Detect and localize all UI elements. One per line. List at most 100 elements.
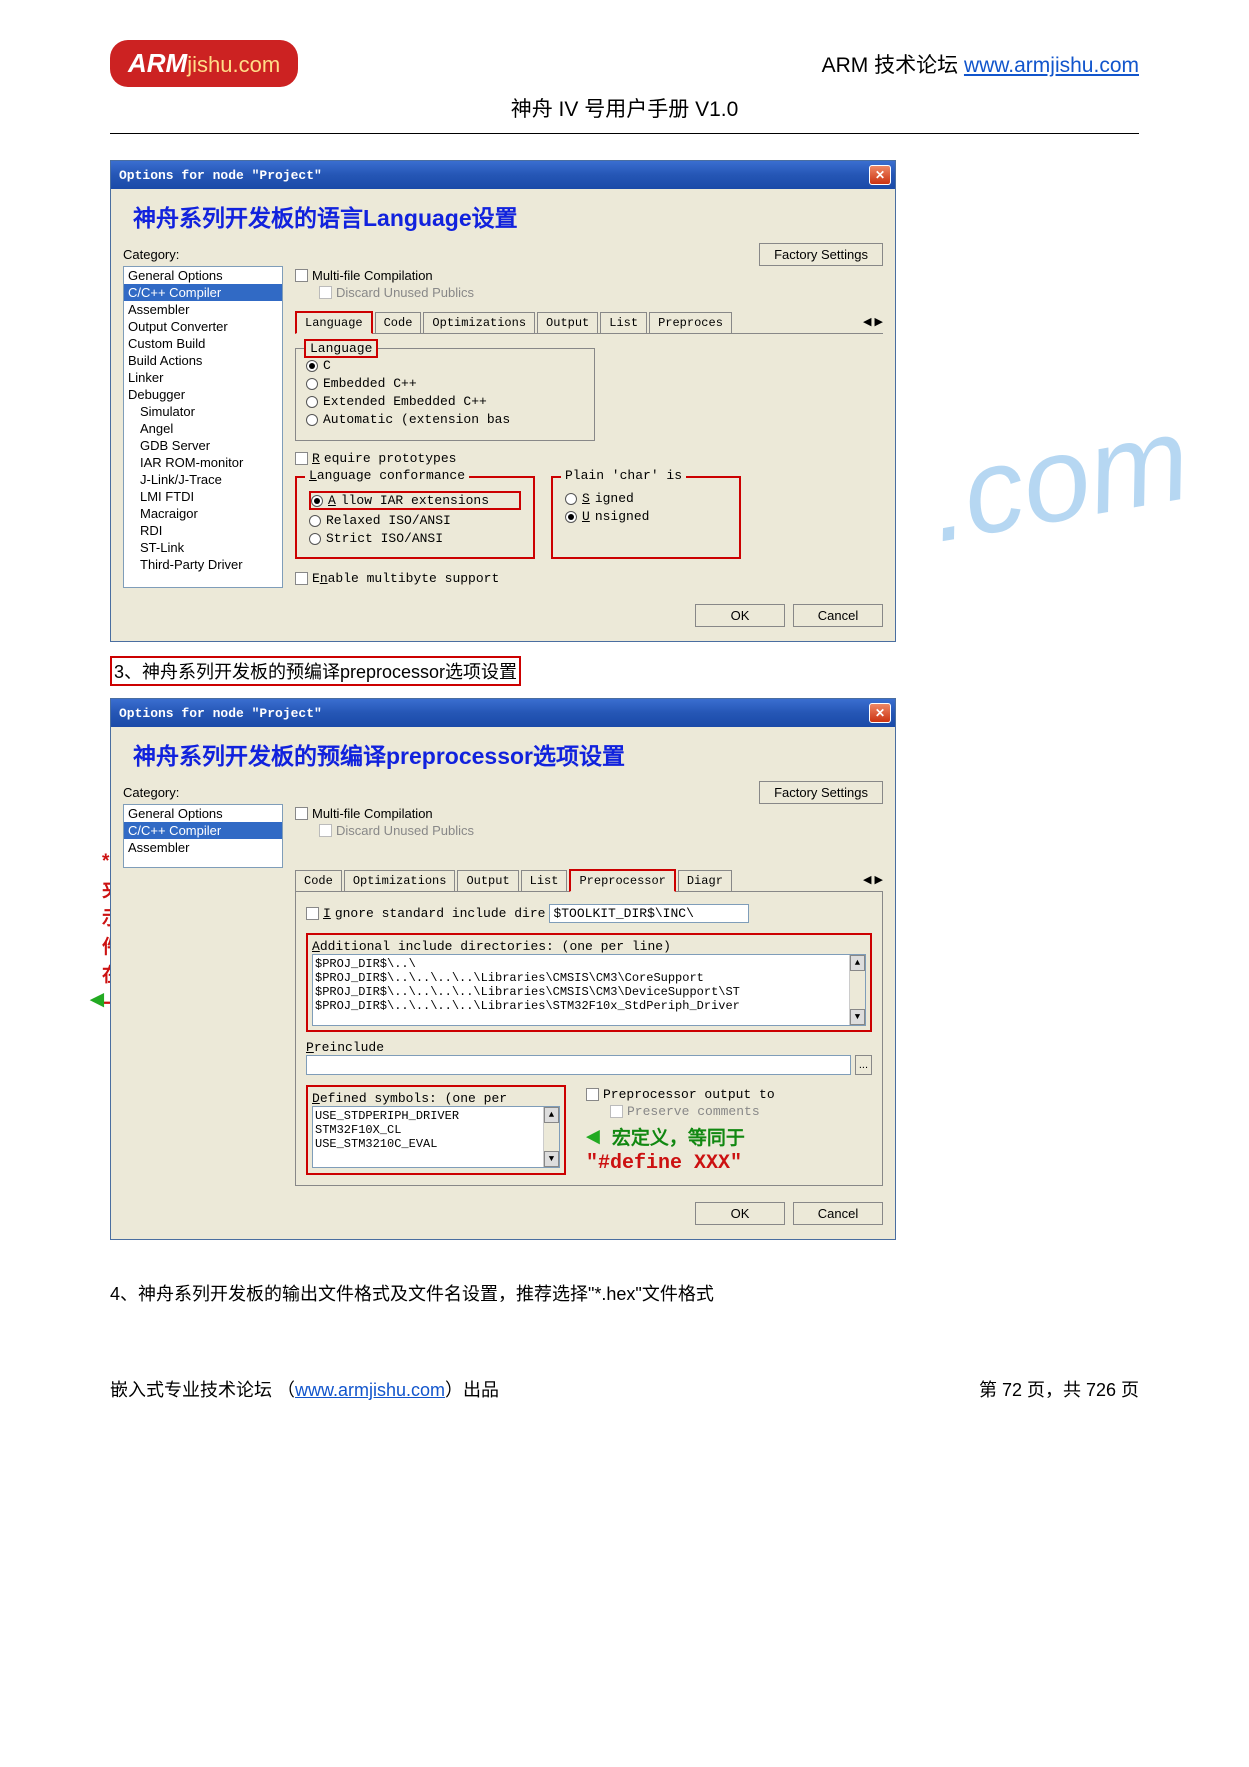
close-icon[interactable]: ✕ — [869, 703, 891, 723]
category-item[interactable]: Linker — [124, 369, 282, 386]
defined-symbols-textarea[interactable]: USE_STDPERIPH_DRIVERSTM32F10X_CLUSE_STM3… — [312, 1106, 560, 1168]
watermark: .com — [919, 388, 1199, 569]
green-arrow-icon: ◄ — [85, 986, 109, 1014]
defined-symbols-label: Defined symbols: (one per — [312, 1091, 560, 1106]
language-legend: Language — [304, 339, 378, 358]
radio-embedded-cpp[interactable]: Embedded C++ — [306, 376, 584, 391]
close-icon[interactable]: ✕ — [869, 165, 891, 185]
radio-unsigned[interactable]: Unsigned — [565, 509, 727, 524]
radio-strict[interactable]: Strict ISO/ANSI — [309, 531, 521, 546]
define-annotation: "#define XXX" — [586, 1152, 872, 1175]
radio-ext-embedded-cpp[interactable]: Extended Embedded C++ — [306, 394, 584, 409]
category-item[interactable]: Angel — [124, 420, 282, 437]
options-window-1: Options for node "Project" ✕ 神舟系列开发板的语言L… — [110, 160, 896, 642]
titlebar-1: Options for node "Project" ✕ — [111, 161, 895, 189]
factory-settings-button[interactable]: Factory Settings — [759, 781, 883, 804]
scroll-up-icon[interactable]: ▲ — [850, 955, 865, 971]
tab-scroll-icons[interactable]: ◀ ▶ — [863, 315, 883, 328]
footer-link[interactable]: www.armjishu.com — [295, 1380, 445, 1400]
plain-char-legend: Plain 'char' is — [561, 468, 686, 483]
multibyte-checkbox[interactable]: Enable multibyte support — [295, 571, 883, 586]
category-item[interactable]: C/C++ Compiler — [124, 284, 282, 301]
category-item[interactable]: Custom Build — [124, 335, 282, 352]
addl-dirs-textarea[interactable]: $PROJ_DIR$\..\$PROJ_DIR$\..\..\..\..\Lib… — [312, 954, 866, 1026]
category-label-2: Category: — [123, 785, 179, 800]
scroll-down-icon[interactable]: ▼ — [544, 1151, 559, 1167]
category-item[interactable]: C/C++ Compiler — [124, 822, 282, 839]
tab-list-2[interactable]: List — [521, 870, 568, 891]
tab-output-2[interactable]: Output — [457, 870, 518, 891]
tab-list[interactable]: List — [600, 312, 647, 333]
category-item[interactable]: Build Actions — [124, 352, 282, 369]
pp-output-checkbox[interactable]: Preprocessor output to — [586, 1087, 872, 1102]
category-list-2[interactable]: General OptionsC/C++ CompilerAssembler — [123, 804, 283, 868]
factory-settings-button[interactable]: Factory Settings — [759, 243, 883, 266]
category-item[interactable]: RDI — [124, 522, 282, 539]
ok-button[interactable]: OK — [695, 1202, 785, 1225]
tab-row-1: Language Code Optimizations Output List … — [295, 310, 883, 334]
section-4-label: 4、神舟系列开发板的输出文件格式及文件名设置，推荐选择"*.hex"文件格式 — [110, 1280, 1139, 1306]
multifile-checkbox-2[interactable]: Multi-file Compilation — [295, 806, 883, 821]
tab-diagr[interactable]: Diagr — [678, 870, 732, 891]
multifile-checkbox[interactable]: Multi-file Compilation — [295, 268, 883, 283]
radio-automatic[interactable]: Automatic (extension bas — [306, 412, 584, 427]
tab-scroll-icons[interactable]: ◀ ▶ — [863, 873, 883, 886]
radio-allow-iar[interactable]: Allow IAR extensions — [309, 491, 521, 510]
ok-button[interactable]: OK — [695, 604, 785, 627]
tab-optimizations[interactable]: Optimizations — [423, 312, 535, 333]
category-item[interactable]: Macraigor — [124, 505, 282, 522]
conformance-legend: Language conformance — [305, 468, 469, 483]
preinclude-browse-button[interactable]: ... — [855, 1055, 872, 1075]
options-window-2: Options for node "Project" ✕ 神舟系列开发板的预编译… — [110, 698, 896, 1240]
radio-relaxed[interactable]: Relaxed ISO/ANSI — [309, 513, 521, 528]
radio-c[interactable]: C — [306, 358, 584, 373]
forum-link[interactable]: www.armjishu.com — [964, 54, 1139, 77]
scrollbar[interactable]: ▲ ▼ — [543, 1107, 559, 1167]
titlebar-2: Options for node "Project" ✕ — [111, 699, 895, 727]
category-item[interactable]: Third-Party Driver — [124, 556, 282, 573]
discard-checkbox-2: Discard Unused Publics — [319, 823, 883, 838]
category-item[interactable]: IAR ROM-monitor — [124, 454, 282, 471]
forum-link-text: ARM 技术论坛 www.armjishu.com — [822, 49, 1139, 79]
tab-optimizations-2[interactable]: Optimizations — [344, 870, 456, 891]
tab-row-2: Code Optimizations Output List Preproces… — [295, 868, 883, 892]
category-item[interactable]: Assembler — [124, 839, 282, 856]
category-item[interactable]: GDB Server — [124, 437, 282, 454]
cancel-button[interactable]: Cancel — [793, 604, 883, 627]
category-item[interactable]: ST-Link — [124, 539, 282, 556]
logo: ARMjishu.com — [110, 40, 298, 87]
preinclude-input[interactable] — [306, 1055, 851, 1075]
category-item[interactable]: General Options — [124, 805, 282, 822]
radio-signed[interactable]: Signed — [565, 491, 727, 506]
tab-preprocess[interactable]: Preproces — [649, 312, 732, 333]
category-item[interactable]: General Options — [124, 267, 282, 284]
ignore-std-checkbox[interactable]: Ignore standard include dire $TOOLKIT_DI… — [306, 904, 872, 923]
page-number: 第 72 页，共 726 页 — [979, 1376, 1139, 1402]
category-item[interactable]: J-Link/J-Trace — [124, 471, 282, 488]
toolkit-input[interactable]: $TOOLKIT_DIR$\INC\ — [549, 904, 749, 923]
require-prototypes-checkbox[interactable]: RRequire prototypesequire prototypes — [295, 451, 883, 466]
category-item[interactable]: Output Converter — [124, 318, 282, 335]
category-item[interactable]: Simulator — [124, 403, 282, 420]
category-list-1[interactable]: General OptionsC/C++ CompilerAssemblerOu… — [123, 266, 283, 588]
conformance-group: Language conformance Allow IAR extension… — [295, 476, 535, 559]
tab-preprocessor[interactable]: Preprocessor — [569, 869, 675, 892]
scroll-down-icon[interactable]: ▼ — [850, 1009, 865, 1025]
green-annotation: ◄ 宏定义，等同于 — [586, 1123, 872, 1152]
category-item[interactable]: LMI FTDI — [124, 488, 282, 505]
tab-code[interactable]: Code — [375, 312, 422, 333]
category-item[interactable]: Debugger — [124, 386, 282, 403]
plain-char-group: Plain 'char' is Signed Unsigned — [551, 476, 741, 559]
tab-output[interactable]: Output — [537, 312, 598, 333]
scrollbar[interactable]: ▲ ▼ — [849, 955, 865, 1025]
tab-code-2[interactable]: Code — [295, 870, 342, 891]
category-label: Category: — [123, 247, 179, 262]
annotation-title-2: 神舟系列开发板的预编译preprocessor选项设置 — [123, 733, 883, 775]
tab-language[interactable]: Language — [295, 311, 373, 334]
section-3-label: 3、神舟系列开发板的预编译preprocessor选项设置 — [110, 656, 521, 686]
preinclude-label: Preinclude — [306, 1040, 872, 1055]
category-item[interactable]: Assembler — [124, 301, 282, 318]
cancel-button[interactable]: Cancel — [793, 1202, 883, 1225]
scroll-up-icon[interactable]: ▲ — [544, 1107, 559, 1123]
discard-checkbox: Discard Unused Publics — [319, 285, 883, 300]
